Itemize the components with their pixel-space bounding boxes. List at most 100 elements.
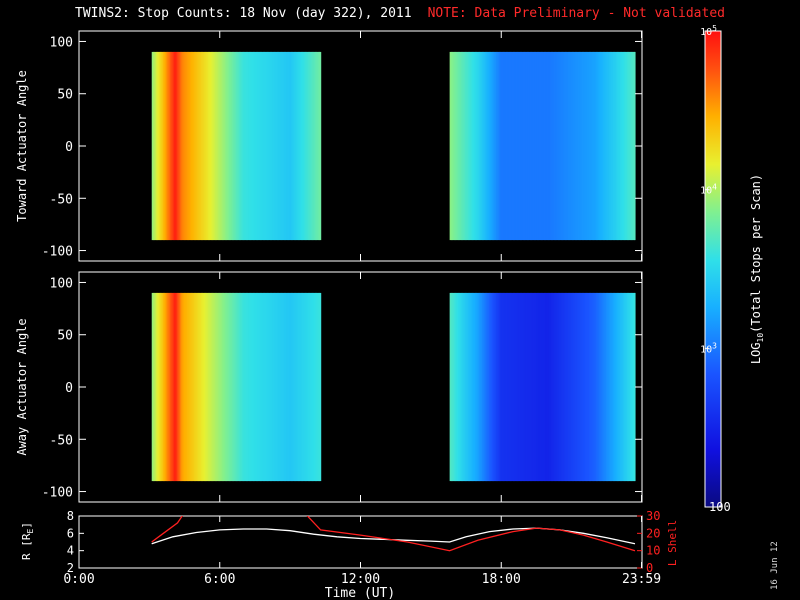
heatmap-column <box>462 51 465 241</box>
heatmap-column <box>466 51 469 241</box>
heatmap-column <box>511 51 514 241</box>
heatmap-column <box>199 51 202 241</box>
y-tick-label: 50 <box>57 88 73 103</box>
heatmap-column <box>577 51 580 241</box>
heatmap-column <box>219 292 222 482</box>
heatmap-column <box>570 51 573 241</box>
heatmap-column <box>626 51 629 241</box>
heatmap-column <box>565 292 568 482</box>
heatmap-column <box>193 292 196 482</box>
heatmap-column <box>531 292 534 482</box>
heatmap-column <box>244 292 247 482</box>
heatmap-column <box>267 51 270 241</box>
heatmap-column <box>171 292 174 482</box>
heatmap-column <box>594 292 597 482</box>
heatmap-column <box>566 51 569 241</box>
y-axis-label-toward: Toward Actuator Angle <box>15 70 29 222</box>
heatmap-column <box>567 51 570 241</box>
heatmap-column <box>188 292 191 482</box>
heatmap-column <box>604 51 607 241</box>
heatmap-column <box>195 51 198 241</box>
r-tick-label: 8 <box>67 509 74 523</box>
heatmap-column <box>587 51 590 241</box>
heatmap-column <box>215 51 218 241</box>
heatmap-column <box>624 51 627 241</box>
heatmap-column <box>600 51 603 241</box>
heatmap-column <box>217 292 220 482</box>
heatmap-column <box>529 51 532 241</box>
heatmap-column <box>607 51 610 241</box>
heatmap-column <box>203 51 206 241</box>
heatmap-column <box>181 51 184 241</box>
heatmap-column <box>196 292 199 482</box>
heatmap-column <box>550 51 553 241</box>
heatmap-column <box>573 51 576 241</box>
heatmap-column <box>284 51 287 241</box>
heatmap-column <box>246 292 249 482</box>
heatmap-column <box>305 292 308 482</box>
heatmap-column <box>188 51 191 241</box>
heatmap-column <box>269 292 272 482</box>
heatmap-column <box>525 51 528 241</box>
heatmap-column <box>465 51 468 241</box>
heatmap-column <box>593 292 596 482</box>
heatmap-column <box>223 292 226 482</box>
heatmap-column <box>215 292 218 482</box>
heatmap-column <box>570 292 573 482</box>
heatmap-column <box>202 292 205 482</box>
heatmap-column <box>514 51 517 241</box>
heatmap-column <box>257 292 260 482</box>
heatmap-column <box>155 51 158 241</box>
heatmap-column <box>491 51 494 241</box>
heatmap-column <box>198 51 201 241</box>
heatmap-column <box>493 51 496 241</box>
heatmap-column <box>500 51 503 241</box>
heatmap-column <box>611 51 614 241</box>
heatmap-column <box>289 292 292 482</box>
heatmap-column <box>552 51 555 241</box>
heatmap-column <box>213 51 216 241</box>
heatmap-column <box>489 51 492 241</box>
heatmap-column <box>195 292 198 482</box>
heatmap-column <box>319 51 322 241</box>
heatmap-column <box>484 51 487 241</box>
heatmap-column <box>309 51 312 241</box>
heatmap-column <box>483 51 486 241</box>
heatmap-column <box>498 51 501 241</box>
heatmap-column <box>563 292 566 482</box>
heatmap-column <box>151 292 154 482</box>
heatmap-column <box>573 292 576 482</box>
heatmap-column <box>203 292 206 482</box>
heatmap-column <box>515 51 518 241</box>
heatmap-column <box>451 51 454 241</box>
r-tick-label: 2 <box>67 561 74 575</box>
heatmap-column <box>153 51 156 241</box>
heatmap-column <box>625 51 628 241</box>
heatmap-column <box>574 51 577 241</box>
heatmap-column <box>601 292 604 482</box>
heatmap-column <box>453 292 456 482</box>
heatmap-column <box>618 51 621 241</box>
heatmap-column <box>508 51 511 241</box>
heatmap-column <box>567 292 570 482</box>
heatmap-column <box>615 292 618 482</box>
colorbar-tick-label: 100 <box>709 500 731 514</box>
heatmap-column <box>514 292 517 482</box>
heatmap-column <box>463 292 466 482</box>
heatmap-column <box>480 51 483 241</box>
heatmap-column <box>628 292 631 482</box>
heatmap-column <box>522 51 525 241</box>
heatmap-column <box>472 51 475 241</box>
heatmap-column <box>524 51 527 241</box>
heatmap-column <box>209 51 212 241</box>
heatmap-column <box>305 51 308 241</box>
heatmap-column <box>224 292 227 482</box>
heatmap-column <box>477 292 480 482</box>
heatmap-column <box>254 51 257 241</box>
y-tick-label: -50 <box>50 433 73 448</box>
heatmap-column <box>538 292 541 482</box>
heatmap-column <box>460 292 463 482</box>
heatmap-column <box>452 51 455 241</box>
heatmap-column <box>553 51 556 241</box>
